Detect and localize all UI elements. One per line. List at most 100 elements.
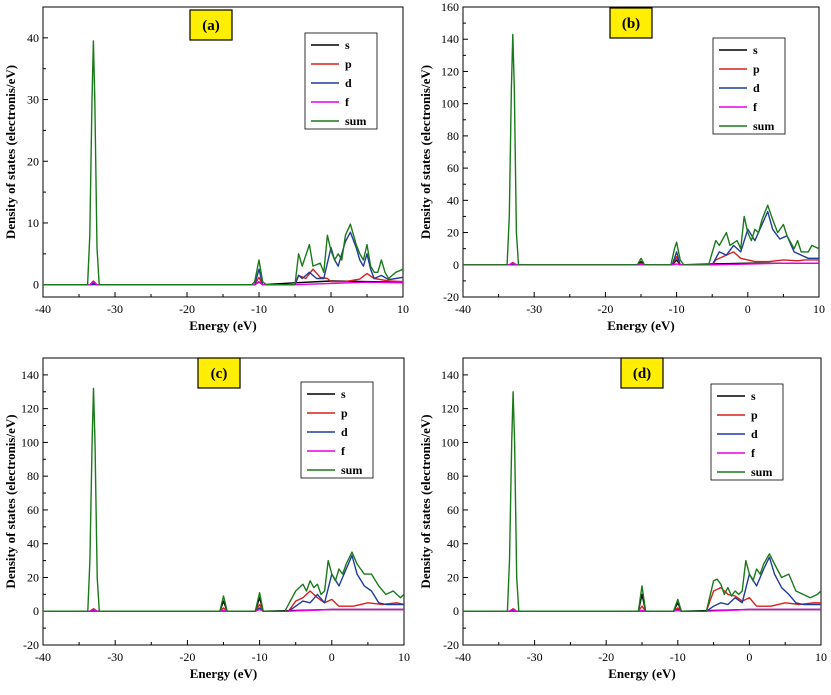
legend-entry-s: s [753,43,758,57]
x-tick-label: -40 [35,302,51,316]
x-tick-label: -10 [669,302,685,316]
y-tick-label: 120 [21,402,39,416]
x-tick-label: -30 [107,650,123,664]
legend-frame [300,381,374,479]
y-tick-label: 10 [27,216,39,230]
panel-label-box [609,7,653,39]
y-tick-label: 80 [447,129,459,143]
x-tick-label: -30 [107,302,123,316]
y-axis-label: Density of states (electronis/eV) [3,65,18,239]
chart-panel-d: -40 -30 -20 -10 0 10 -20 0 20 40 60 80 100 120 140 Ener… [415,345,831,690]
y-tick-label: 60 [447,161,459,175]
y-tick-label: 100 [441,97,459,111]
y-axis-label: Density of states (electronis/eV) [418,414,433,588]
y-tick-label: 160 [441,0,459,14]
chart-panel-c: -40 -30 -20 -10 0 10 -20 0 20 40 60 80 100 120 140 Ener… [0,345,415,690]
x-tick-label: -30 [526,302,542,316]
y-tick-label: 80 [447,469,459,483]
y-tick-label: 40 [27,537,39,551]
x-tick-label: -40 [455,650,471,664]
y-tick-label: 0 [33,604,39,618]
series-line-sum [43,387,404,612]
series-line-sum [43,40,403,286]
y-tick-label: 0 [33,278,39,292]
x-tick-label: 0 [746,650,752,664]
panel-label-box [620,357,664,389]
y-tick-label: 120 [441,64,459,78]
legend-entry-s: s [751,389,756,403]
y-tick-label: 20 [447,226,459,240]
y-tick-label: 40 [447,537,459,551]
panel-label: (b) [622,16,640,32]
legend-frame [710,383,784,481]
x-tick-label: -40 [35,650,51,664]
legend-entry-d: d [341,425,348,439]
y-axis-label: Density of states (electronis/eV) [3,414,18,588]
x-axis-label: Energy (eV) [190,666,258,681]
legend-entry-sum: sum [341,463,362,477]
series-group [463,391,821,612]
x-tick-label: -20 [598,650,614,664]
x-tick-label: 10 [397,302,409,316]
y-tick-label: 20 [27,570,39,584]
y-tick-label: 140 [441,368,459,382]
y-tick-label: 60 [447,503,459,517]
x-tick-label: -20 [179,302,195,316]
x-tick-label: -40 [455,302,471,316]
x-tick-label: -20 [179,650,195,664]
chart-panel-a: -40 -30 -20 -10 0 10 0 10 20 30 40 Energy (eV) Densi… [0,0,415,345]
x-tick-label: -10 [252,650,268,664]
chart-svg-d: -40 -30 -20 -10 0 10 -20 0 20 40 60 80 100 120 140 Ener… [418,357,827,681]
y-tick-label: -20 [23,638,39,652]
y-tick-label: 0 [453,258,459,272]
y-tick-label: 40 [27,31,39,45]
x-tick-label: 0 [745,302,751,316]
x-tick-label: -20 [597,302,613,316]
y-tick-label: 0 [453,604,459,618]
panel-label-box [189,9,233,41]
x-tick-label: 10 [813,302,825,316]
legend-entry-d: d [753,81,760,95]
chart-svg-c: -40 -30 -20 -10 0 10 -20 0 20 40 60 80 100 120 140 Ener… [3,357,410,681]
panel-label: (a) [202,18,220,34]
x-axis-label: Energy (eV) [607,318,675,333]
y-tick-label: 140 [441,32,459,46]
panel-label-box [197,357,241,389]
y-tick-label: -20 [443,638,459,652]
x-tick-label: 0 [329,650,335,664]
y-tick-label: 100 [21,435,39,449]
legend-frame [304,32,378,130]
legend-entry-sum: sum [751,465,772,479]
legend-entry-d: d [751,427,758,441]
legend-entry-p: p [751,408,758,422]
y-tick-label: 100 [441,435,459,449]
legend-entry-d: d [345,76,352,90]
series-line-f [463,262,819,266]
x-tick-label: 0 [328,302,334,316]
legend-entry-f: f [345,95,350,109]
series-line-s [463,593,821,612]
y-tick-label: 80 [27,469,39,483]
chart-svg-a: -40 -30 -20 -10 0 10 0 10 20 30 40 Energy (eV) Densi… [3,6,409,333]
panel-label: (d) [633,366,651,382]
y-tick-label: 140 [21,368,39,382]
y-tick-label: 120 [441,402,459,416]
legend-frame [712,37,786,135]
series-line-f [43,280,403,286]
y-tick-label: 20 [447,570,459,584]
chart-panel-b: -40 -30 -20 -10 0 10 -20 0 20 40 60 80 100 120 140 160 E… [415,0,831,345]
legend-entry-p: p [345,57,352,71]
y-tick-label: -20 [443,290,459,304]
y-tick-label: 40 [447,193,459,207]
series-line-p [463,586,821,612]
x-tick-label: -10 [670,650,686,664]
legend-entry-s: s [345,38,350,52]
legend-entry-f: f [341,444,346,458]
series-group [43,40,403,286]
series-line-sum [463,391,821,612]
legend-entry-p: p [753,62,760,76]
legend-entry-p: p [341,406,348,420]
x-tick-label: 10 [398,650,410,664]
